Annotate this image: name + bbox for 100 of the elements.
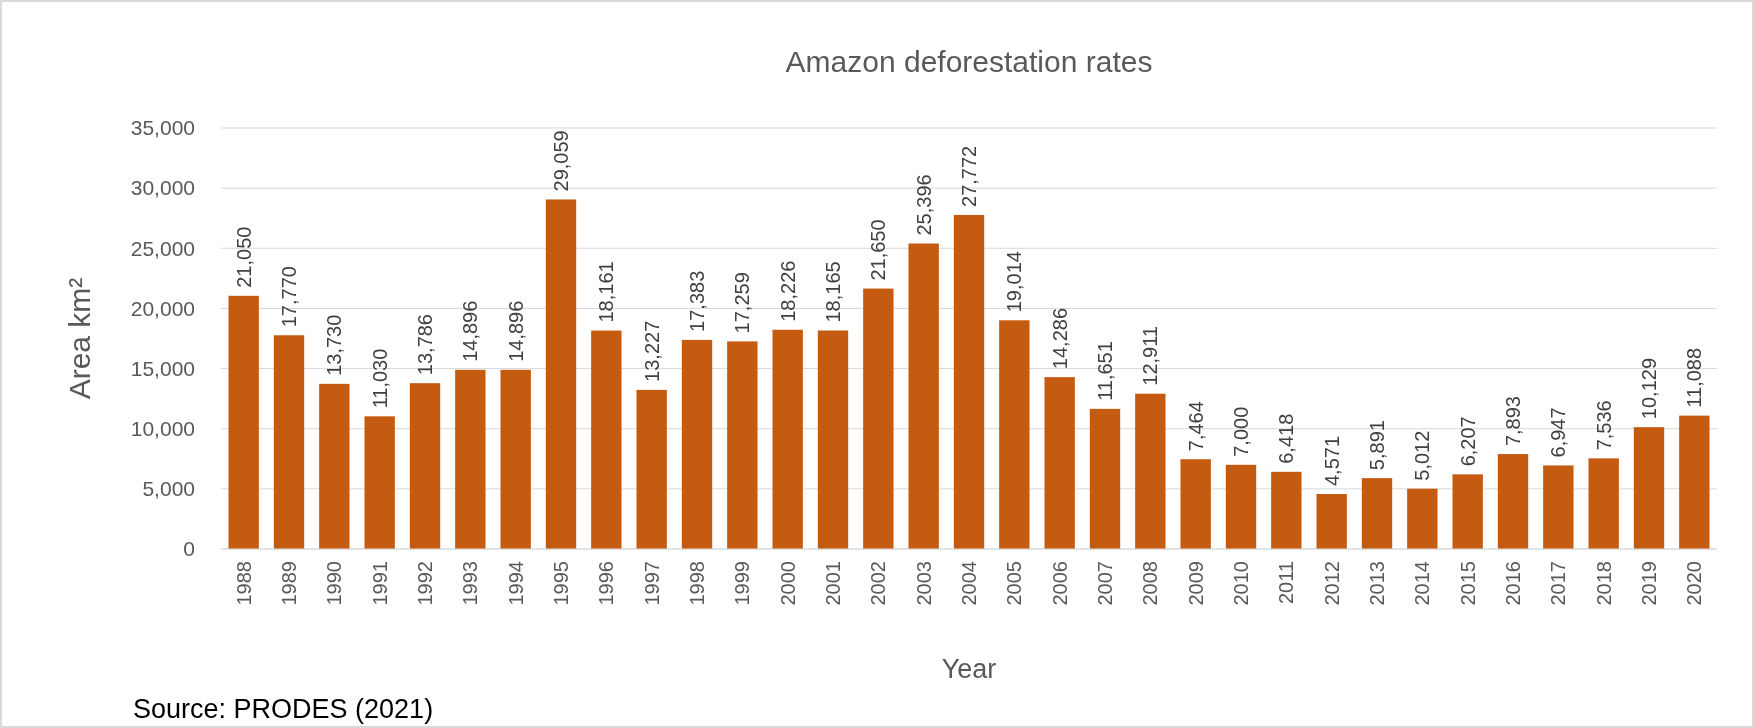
x-tick-label: 2011	[1275, 561, 1298, 605]
data-label: 29,059	[550, 130, 572, 192]
bar	[1543, 465, 1574, 549]
data-label: 19,014	[1003, 251, 1026, 313]
data-label: 14,896	[504, 300, 527, 362]
bar	[772, 329, 803, 549]
x-tick-label: 2013	[1366, 561, 1388, 606]
x-tick-label: 2001	[822, 561, 844, 606]
source-note: Source: PRODES (2021)	[133, 694, 434, 724]
bar	[500, 369, 531, 549]
bar	[1316, 494, 1347, 549]
x-tick-label: 2019	[1638, 561, 1660, 606]
data-label: 13,730	[323, 314, 346, 376]
bar	[545, 199, 577, 549]
data-label: 17,770	[278, 266, 300, 328]
data-label: 18,165	[822, 261, 844, 323]
bar	[681, 339, 713, 549]
x-tick-label: 2017	[1547, 561, 1570, 606]
x-tick-label: 2009	[1184, 561, 1207, 606]
x-tick-label: 1998	[686, 561, 708, 606]
bar	[727, 341, 758, 549]
x-tick-label: 2006	[1048, 561, 1071, 606]
data-label: 5,891	[1366, 420, 1388, 471]
bar	[953, 214, 985, 549]
data-label: 4,571	[1320, 435, 1343, 487]
x-tick-label: 2008	[1139, 561, 1162, 606]
data-label: 18,226	[776, 260, 799, 322]
bar	[636, 389, 667, 549]
bar	[1135, 393, 1166, 549]
data-label: 7,536	[1592, 400, 1615, 451]
x-tick-label: 2010	[1230, 561, 1252, 606]
data-label: 11,030	[368, 348, 391, 409]
x-tick-label: 1996	[595, 561, 618, 606]
data-label: 7,000	[1230, 406, 1252, 457]
x-tick-label: 1992	[414, 561, 436, 606]
data-label: 5,012	[1411, 430, 1434, 481]
y-tick-label: 30,000	[130, 176, 195, 200]
x-tick-label: 2007	[1094, 561, 1116, 606]
data-label: 14,896	[459, 300, 482, 362]
bar	[1633, 427, 1665, 549]
x-axis-title: Year	[941, 654, 997, 684]
data-label: 17,259	[731, 272, 754, 334]
bar	[273, 335, 305, 549]
data-label: 21,050	[232, 226, 255, 288]
bar	[1089, 408, 1121, 549]
y-tick-label: 10,000	[130, 417, 195, 441]
bar	[591, 330, 622, 549]
data-label: 25,396	[912, 174, 935, 236]
x-tick-label: 2014	[1411, 561, 1434, 606]
y-tick-label: 0	[183, 537, 195, 561]
data-label: 18,161	[595, 261, 618, 323]
data-label: 6,207	[1456, 416, 1479, 467]
bar	[1588, 458, 1619, 549]
x-tick-label: 1994	[504, 561, 527, 606]
y-axis-title: Area km²	[63, 277, 96, 400]
x-tick-label: 2004	[958, 561, 980, 606]
x-tick-label: 1988	[232, 561, 255, 606]
data-label: 11,088	[1683, 347, 1706, 408]
bar	[1452, 474, 1483, 549]
bar	[863, 288, 894, 549]
x-tick-label: 2018	[1592, 561, 1615, 606]
y-tick-label: 15,000	[130, 356, 195, 380]
bar	[319, 383, 350, 549]
data-label: 13,227	[640, 320, 663, 382]
bar	[1361, 478, 1393, 549]
x-tick-label: 2015	[1456, 561, 1479, 606]
data-label: 14,286	[1048, 307, 1071, 370]
bar	[1044, 377, 1075, 549]
data-label: 21,650	[867, 219, 890, 281]
data-label: 6,947	[1547, 407, 1570, 458]
y-tick-label: 35,000	[130, 116, 195, 140]
y-tick-label: 20,000	[130, 296, 195, 320]
bar	[817, 330, 849, 549]
data-label: 11,651	[1094, 341, 1116, 401]
bar	[1180, 459, 1211, 549]
x-tick-label: 1999	[731, 561, 754, 606]
chart-title: Amazon deforestation rates	[785, 45, 1153, 78]
bar	[908, 243, 939, 549]
bar	[1271, 471, 1302, 549]
bar	[1679, 415, 1710, 549]
data-label: 6,418	[1275, 413, 1298, 464]
x-tick-label: 2000	[776, 561, 799, 606]
data-label: 17,383	[686, 270, 708, 332]
y-tick-label: 5,000	[142, 477, 195, 501]
bar	[364, 416, 395, 549]
data-label: 12,911	[1139, 326, 1162, 386]
bar	[409, 383, 441, 549]
x-tick-label: 1993	[459, 561, 482, 606]
y-tick-label: 25,000	[130, 236, 195, 260]
x-tick-label: 2012	[1320, 561, 1343, 606]
bar	[455, 369, 486, 549]
data-label: 27,772	[958, 145, 980, 207]
data-label: 10,129	[1638, 357, 1660, 420]
x-tick-label: 2002	[867, 561, 890, 606]
x-tick-label: 1990	[323, 561, 346, 606]
bar	[228, 295, 259, 549]
data-label: 13,786	[414, 314, 436, 376]
x-tick-label: 1991	[368, 561, 391, 606]
x-tick-label: 1995	[550, 561, 572, 606]
x-tick-label: 1997	[640, 561, 663, 606]
